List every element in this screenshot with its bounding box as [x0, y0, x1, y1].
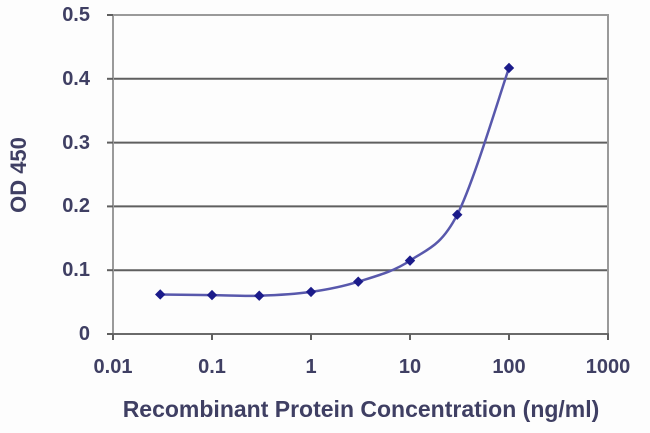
data-point-marker — [353, 276, 364, 287]
x-tick-label: 0.01 — [93, 356, 133, 378]
data-point-marker — [452, 209, 463, 220]
data-point-marker — [206, 289, 218, 301]
data-point-marker — [503, 62, 515, 74]
data-point-marker — [254, 290, 265, 301]
x-tick-label: 0.1 — [198, 356, 226, 378]
x-axis-title: Recombinant Protein Concentration (ng/ml… — [122, 396, 600, 422]
y-tick-label: 0.4 — [62, 67, 90, 90]
x-tick-label: 100 — [492, 356, 526, 378]
y-tick-label: 0.3 — [62, 131, 90, 154]
plot-border — [112, 14, 609, 335]
x-tick-label: 1000 — [585, 356, 631, 378]
data-point-marker — [305, 286, 317, 298]
x-tick-label: 1 — [305, 356, 317, 378]
data-series-line — [160, 67, 511, 298]
y-tick-label: 0.1 — [62, 259, 90, 282]
x-tick-label: 10 — [398, 356, 422, 378]
y-tick-label: 0 — [78, 323, 90, 345]
y-tick-label: 0.2 — [62, 195, 90, 218]
data-point-marker — [404, 255, 416, 266]
data-point-marker — [155, 289, 166, 300]
y-tick-label: 0.5 — [62, 4, 90, 26]
y-axis-title: OD 450 — [6, 137, 31, 213]
